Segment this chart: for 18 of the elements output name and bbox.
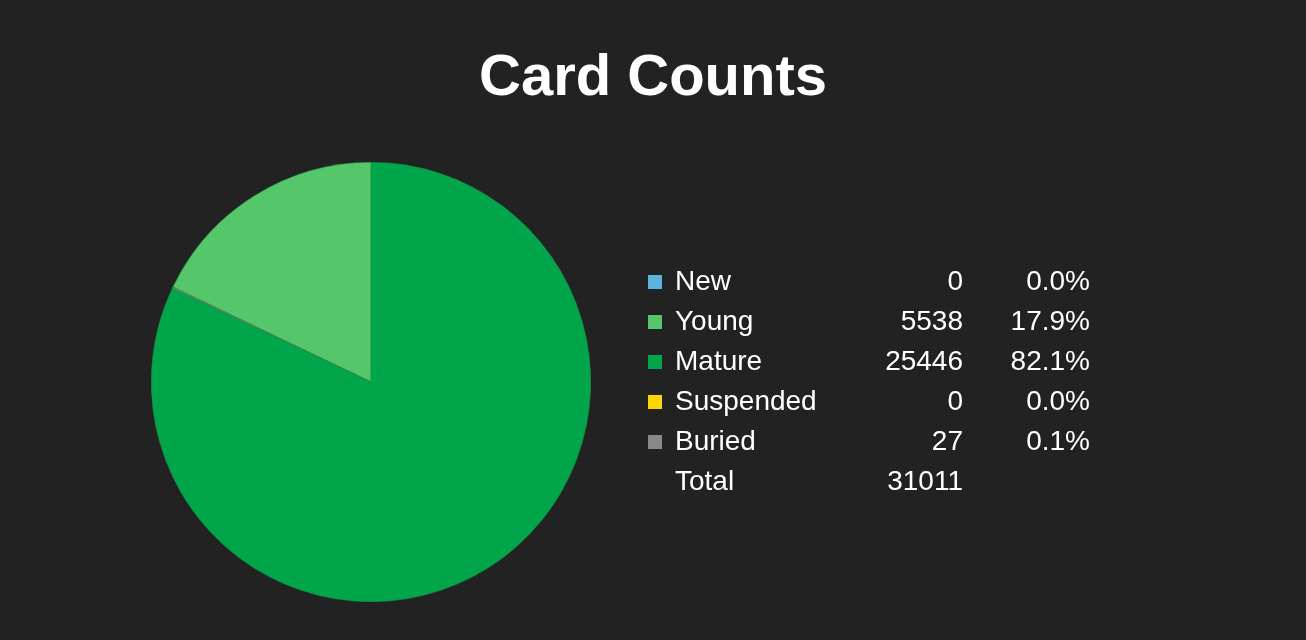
legend-label: New [675, 265, 732, 297]
data-label: 17.9% [1010, 305, 1090, 337]
chart-title: Card Counts [478, 41, 828, 109]
text: 5538 [900, 305, 963, 337]
text: 25446 [885, 345, 963, 377]
legend-label: Suspended [675, 385, 817, 417]
text: 31011 [887, 465, 963, 496]
legend-label: Buried [675, 425, 756, 457]
text: Total [675, 465, 735, 497]
text: 0.0% [1026, 265, 1090, 296]
data-label: 0.1% [1026, 425, 1090, 457]
text: 0.0% [1026, 385, 1090, 416]
text: 27 [931, 425, 963, 457]
text: 0 [947, 265, 963, 297]
legend-label: Mature [675, 345, 763, 377]
text: 0 [947, 385, 963, 417]
legend-label: Young [675, 305, 754, 337]
data-label: 82.1% [1010, 345, 1090, 377]
